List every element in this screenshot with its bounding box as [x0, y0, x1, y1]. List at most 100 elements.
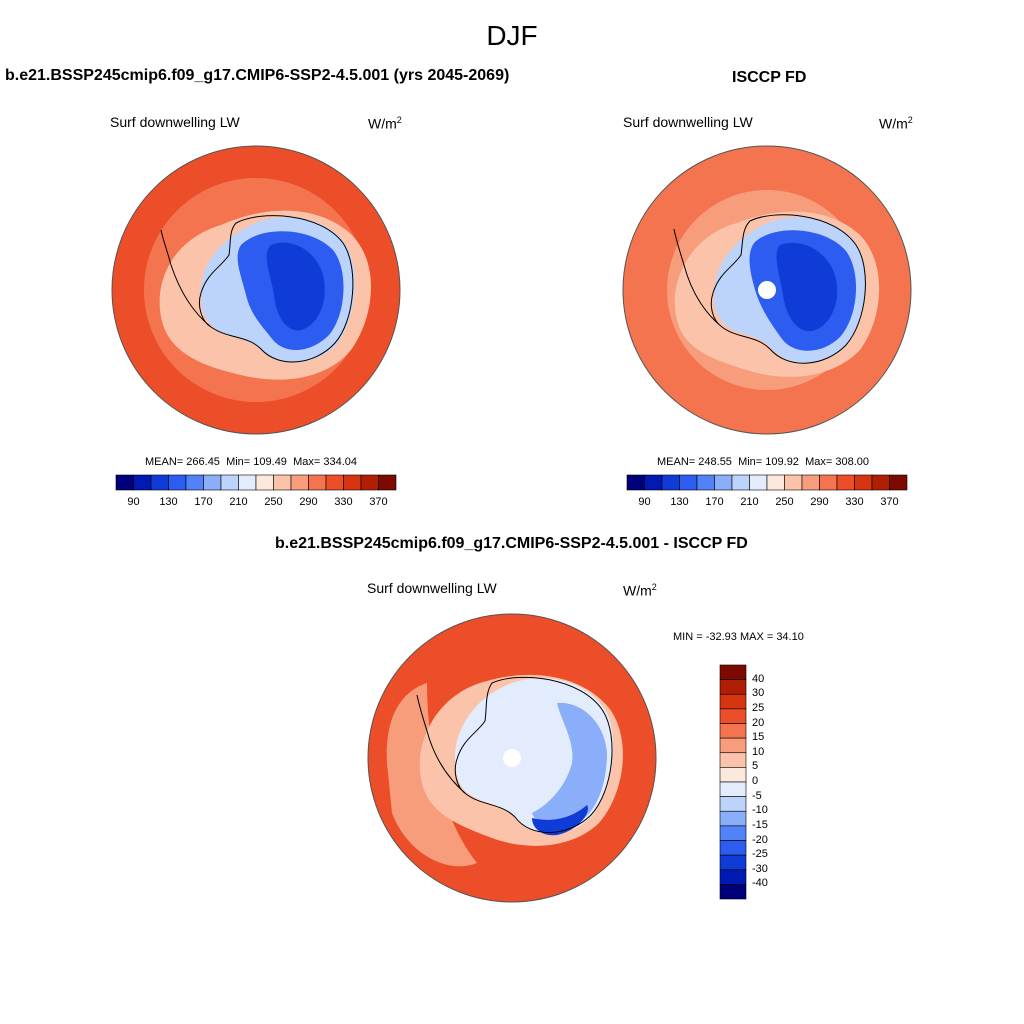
colorbar-swatch	[220, 474, 239, 491]
colorbar-tick-label: 20	[752, 716, 765, 729]
map-border	[367, 613, 657, 903]
colorbar-tick-label: 5	[752, 760, 759, 773]
colorbar-tick-label: 15	[752, 731, 765, 744]
colorbar-swatch	[719, 708, 747, 724]
colorbar-swatch	[360, 474, 379, 491]
colorbar-swatch	[719, 810, 747, 827]
obs-polar-map	[622, 145, 912, 435]
obs-colorbar	[626, 474, 908, 491]
colorbar-swatch	[719, 781, 747, 797]
colorbar-tick-label: 130	[670, 496, 689, 508]
colorbar-swatch	[719, 884, 747, 900]
model-units-label: W/m2	[368, 115, 402, 132]
colorbar-swatch	[168, 474, 187, 491]
colorbar-swatch	[889, 474, 908, 491]
diff-colorbar	[719, 664, 747, 900]
colorbar-swatch	[766, 474, 785, 491]
colorbar-swatch	[644, 474, 663, 491]
model-colorbar	[115, 474, 397, 491]
colorbar-swatch	[343, 474, 362, 491]
antarctica-ice-core	[266, 242, 325, 331]
colorbar-tick-label: -40	[752, 877, 768, 890]
colorbar-tick-label: 170	[194, 496, 213, 508]
colorbar-swatch	[661, 474, 680, 491]
colorbar-swatch	[719, 767, 747, 783]
colorbar-swatch	[308, 474, 327, 491]
colorbar-swatch	[719, 752, 747, 768]
map-border	[622, 145, 912, 435]
colorbar-tick-label: 170	[705, 496, 724, 508]
colorbar-swatch	[854, 474, 873, 491]
colorbar-swatch	[719, 679, 747, 695]
obs-stats: MEAN= 248.55 Min= 109.92 Max= 308.00	[657, 456, 869, 468]
colorbar-swatch	[115, 474, 134, 491]
colorbar-swatch	[679, 474, 698, 491]
colorbar-tick-label: 0	[752, 775, 759, 787]
colorbar-swatch	[719, 869, 747, 885]
diff-minmax: MIN = -32.93 MAX = 34.10	[673, 631, 804, 643]
colorbar-swatch	[719, 840, 747, 856]
antarctica-ice-core	[776, 242, 838, 332]
colorbar-tick-label: 30	[752, 687, 765, 700]
colorbar-tick-label: 25	[752, 701, 765, 714]
colorbar-swatch	[626, 474, 645, 491]
colorbar-swatch	[255, 474, 274, 491]
diff-variable-label: Surf downwelling LW	[367, 580, 497, 596]
colorbar-tick-label: 370	[369, 496, 388, 508]
map-border	[111, 145, 401, 435]
obs-panel-title: ISCCP FD	[732, 69, 807, 86]
colorbar-tick-label: 290	[299, 496, 318, 508]
colorbar-swatch	[719, 737, 747, 754]
colorbar-tick-label: 250	[775, 496, 794, 508]
colorbar-swatch	[836, 474, 855, 491]
colorbar-swatch	[871, 474, 890, 491]
colorbar-tick-label: -5	[752, 789, 762, 802]
colorbar-swatch	[273, 474, 292, 491]
colorbar-swatch	[719, 854, 747, 871]
figure-season-title: DJF	[486, 20, 538, 51]
colorbar-swatch	[719, 693, 747, 710]
obs-variable-label: Surf downwelling LW	[623, 114, 753, 130]
obs-colorbar-labels: 90 130 170 210 250 290 330 370	[627, 496, 907, 510]
colorbar-swatch	[133, 474, 152, 491]
colorbar-tick-label: -15	[752, 818, 768, 831]
coastline	[673, 214, 866, 364]
coastline	[416, 676, 613, 833]
colorbar-tick-label: 290	[810, 496, 829, 508]
colorbar-swatch	[731, 474, 750, 491]
colorbar-tick-label: 370	[880, 496, 899, 508]
polar-hole	[758, 281, 776, 299]
colorbar-swatch	[714, 474, 733, 491]
colorbar-swatch	[185, 474, 204, 491]
colorbar-tick-label: 90	[127, 496, 140, 508]
colorbar-tick-label: 330	[845, 496, 864, 508]
diff-units-label: W/m2	[623, 582, 657, 599]
obs-units-label: W/m2	[879, 115, 913, 132]
colorbar-tick-label: -30	[752, 862, 768, 875]
model-colorbar-labels: 90 130 170 210 250 290 330 370	[116, 496, 396, 510]
colorbar-swatch	[290, 474, 309, 491]
colorbar-swatch	[819, 474, 838, 491]
colorbar-swatch	[696, 474, 715, 491]
colorbar-swatch	[150, 474, 169, 491]
polar-hole	[503, 749, 521, 767]
colorbar-tick-label: -20	[752, 833, 768, 846]
diff-colorbar-labels: 40 30 25 20 15 10 5 0 -5 -10 -15 -20 -25 -30 -40	[752, 665, 792, 899]
colorbar-tick-label: 90	[638, 496, 651, 508]
colorbar-tick-label: 250	[264, 496, 283, 508]
colorbar-swatch	[203, 474, 222, 491]
colorbar-swatch	[719, 825, 747, 841]
colorbar-tick-label: 210	[740, 496, 759, 508]
colorbar-tick-label: 10	[752, 745, 765, 758]
colorbar-swatch	[238, 474, 257, 491]
colorbar-swatch	[719, 796, 747, 812]
colorbar-tick-label: 40	[752, 672, 765, 685]
antarctica-ice-core	[532, 805, 588, 836]
colorbar-swatch	[378, 474, 397, 491]
colorbar-tick-label: 330	[334, 496, 353, 508]
colorbar-tick-label: -25	[752, 848, 768, 861]
model-polar-map	[111, 145, 401, 435]
colorbar-swatch	[801, 474, 820, 491]
colorbar-tick-label: -10	[752, 804, 768, 817]
antarctica-ice-mid	[532, 702, 607, 828]
